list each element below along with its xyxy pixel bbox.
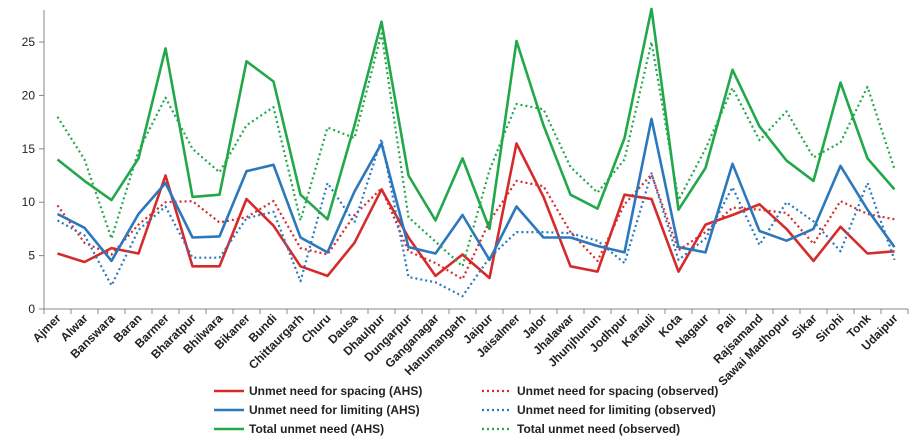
series-line-5 <box>56 7 896 231</box>
legend-label: Unmet need for limiting (AHS) <box>249 403 420 417</box>
legend-label: Total unmet need (AHS) <box>249 422 384 436</box>
y-tick-label: 5 <box>28 249 35 263</box>
legend-label: Unmet need for spacing (AHS) <box>249 384 422 398</box>
y-tick-label: 0 <box>28 302 35 316</box>
x-axis-category-labels: AjmerAlwarBanswaraBaranBarmerBharatpurBh… <box>30 311 901 389</box>
x-category-label: Ajmer <box>30 311 64 345</box>
y-tick-label: 25 <box>22 35 36 49</box>
y-axis-tick-labels: 0 5 10 15 20 25 <box>22 35 36 316</box>
series-line-4 <box>56 138 896 298</box>
series-line-2 <box>56 173 895 281</box>
legend-label: Unmet need for limiting (observed) <box>517 403 716 417</box>
series-line-6 <box>56 32 896 268</box>
series-line-1 <box>57 142 895 280</box>
y-tick-label: 15 <box>22 142 36 156</box>
legend-label: Unmet need for spacing (observed) <box>517 384 718 398</box>
legend-label: Total unmet need (observed) <box>517 422 680 436</box>
x-category-label: Sirohi <box>813 311 847 345</box>
series-line-3 <box>56 117 896 263</box>
legend: Unmet need for spacing (AHS) Unmet need f… <box>214 384 718 436</box>
y-tick-label: 20 <box>22 88 36 102</box>
y-tick-label: 10 <box>22 195 36 209</box>
series-lines <box>56 7 896 298</box>
axes <box>39 10 909 314</box>
